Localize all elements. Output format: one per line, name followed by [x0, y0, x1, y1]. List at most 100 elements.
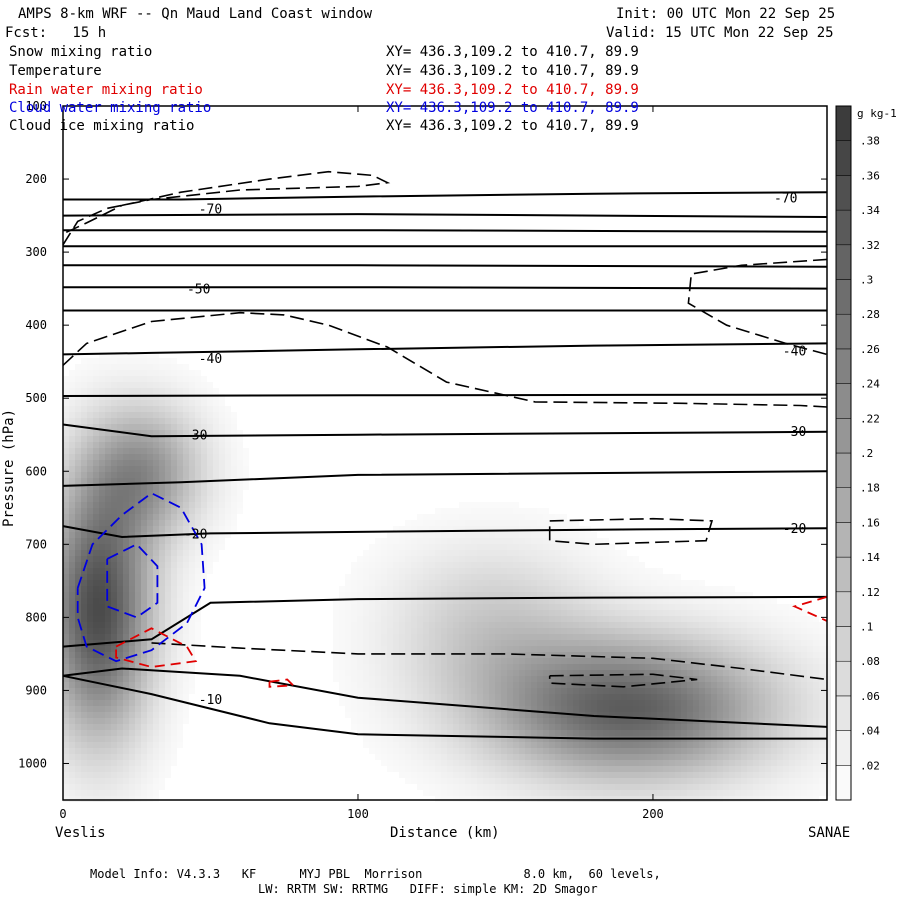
snow-cell: [603, 586, 609, 592]
snow-cell: [531, 616, 537, 622]
snow-cell: [213, 424, 219, 430]
snow-cell: [195, 490, 201, 496]
snow-cell: [345, 598, 351, 604]
snow-cell: [627, 694, 633, 700]
snow-cell: [573, 670, 579, 676]
snow-cell: [369, 730, 375, 736]
snow-cell: [69, 430, 75, 436]
snow-cell: [129, 754, 135, 760]
snow-cell: [651, 604, 657, 610]
snow-cell: [135, 706, 141, 712]
snow-cell: [477, 628, 483, 634]
snow-cell: [417, 580, 423, 586]
snow-cell: [93, 604, 99, 610]
snow-cell: [123, 574, 129, 580]
snow-cell: [213, 400, 219, 406]
snow-cell: [771, 748, 777, 754]
snow-cell: [177, 376, 183, 382]
snow-cell: [603, 598, 609, 604]
snow-cell: [159, 682, 165, 688]
snow-cell: [585, 676, 591, 682]
snow-cell: [225, 418, 231, 424]
snow-cell: [177, 712, 183, 718]
snow-cell: [573, 610, 579, 616]
snow-cell: [525, 538, 531, 544]
snow-cell: [399, 742, 405, 748]
snow-cell: [531, 508, 537, 514]
snow-cell: [531, 766, 537, 772]
snow-cell: [147, 514, 153, 520]
snow-cell: [219, 466, 225, 472]
snow-cell: [591, 658, 597, 664]
snow-cell: [123, 460, 129, 466]
snow-cell: [375, 550, 381, 556]
snow-cell: [771, 766, 777, 772]
snow-cell: [231, 460, 237, 466]
snow-cell: [135, 388, 141, 394]
snow-cell: [789, 634, 795, 640]
snow-cell: [543, 592, 549, 598]
snow-cell: [165, 742, 171, 748]
snow-cell: [495, 676, 501, 682]
snow-cell: [177, 658, 183, 664]
snow-cell: [417, 694, 423, 700]
snow-cell: [75, 478, 81, 484]
snow-cell: [399, 616, 405, 622]
snow-cell: [93, 394, 99, 400]
snow-cell: [129, 748, 135, 754]
snow-cell: [147, 598, 153, 604]
snow-cell: [459, 730, 465, 736]
snow-cell: [123, 412, 129, 418]
snow-cell: [117, 634, 123, 640]
snow-cell: [435, 670, 441, 676]
snow-cell: [585, 682, 591, 688]
snow-cell: [549, 592, 555, 598]
snow-cell: [621, 724, 627, 730]
snow-cell: [183, 394, 189, 400]
snow-cell: [537, 712, 543, 718]
snow-cell: [123, 730, 129, 736]
snow-cell: [525, 598, 531, 604]
snow-cell: [141, 784, 147, 790]
snow-cell: [177, 400, 183, 406]
snow-cell: [537, 736, 543, 742]
snow-cell: [549, 544, 555, 550]
snow-cell: [93, 694, 99, 700]
snow-cell: [453, 574, 459, 580]
snow-cell: [159, 358, 165, 364]
snow-cell: [699, 706, 705, 712]
snow-cell: [135, 496, 141, 502]
snow-cell: [141, 646, 147, 652]
snow-cell: [153, 430, 159, 436]
snow-cell: [465, 670, 471, 676]
snow-cell: [111, 442, 117, 448]
snow-cell: [825, 736, 831, 742]
snow-cell: [501, 592, 507, 598]
snow-cell: [435, 682, 441, 688]
snow-cell: [237, 502, 243, 508]
snow-cell: [411, 562, 417, 568]
snow-cell: [729, 772, 735, 778]
snow-cell: [123, 520, 129, 526]
snow-cell: [549, 658, 555, 664]
snow-cell: [777, 664, 783, 670]
snow-cell: [789, 712, 795, 718]
snow-cell: [183, 538, 189, 544]
snow-cell: [501, 736, 507, 742]
snow-cell: [453, 772, 459, 778]
snow-cell: [183, 604, 189, 610]
snow-cell: [645, 712, 651, 718]
snow-cell: [783, 604, 789, 610]
snow-cell: [639, 700, 645, 706]
snow-cell: [789, 766, 795, 772]
snow-cell: [507, 556, 513, 562]
snow-cell: [381, 622, 387, 628]
snow-cell: [195, 436, 201, 442]
snow-cell: [663, 586, 669, 592]
snow-cell: [603, 694, 609, 700]
snow-cell: [69, 460, 75, 466]
snow-cell: [765, 778, 771, 784]
snow-cell: [375, 562, 381, 568]
snow-cell: [579, 646, 585, 652]
snow-cell: [117, 550, 123, 556]
